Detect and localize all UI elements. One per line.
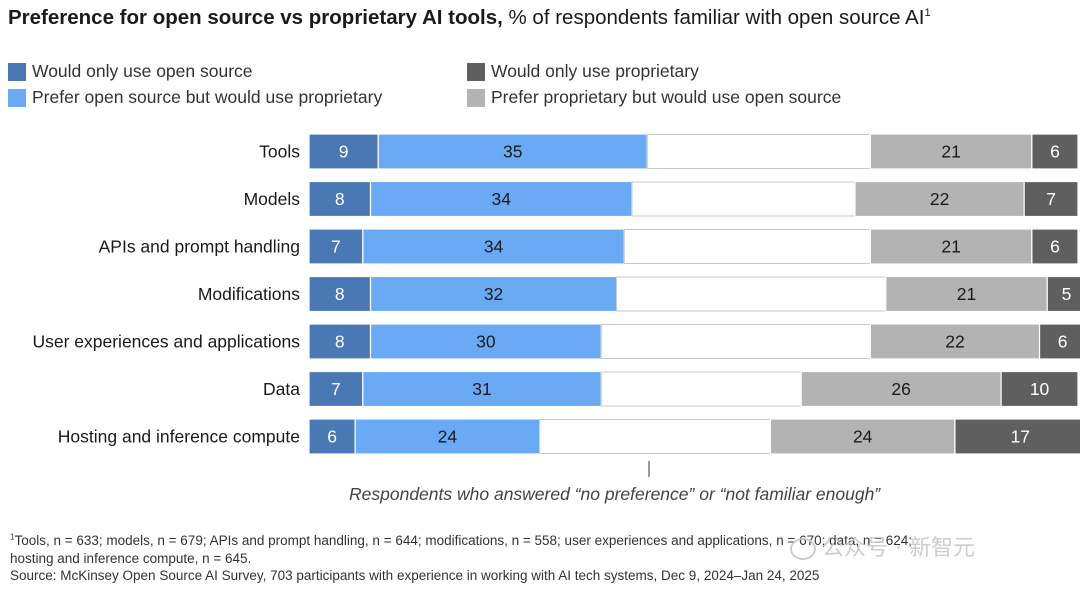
category-label-apis-and-prompt-handling: APIs and prompt handling (99, 237, 300, 257)
value-label-would-only-use-proprietary-tools: 6 (1050, 142, 1060, 162)
value-label-prefer-open-source-but-would-use-proprietary-tools: 35 (503, 142, 522, 162)
legend-label-only-proprietary: Would only use proprietary (491, 61, 699, 81)
footnote-sample-sizes-text: Tools, n = 633; models, n = 679; APIs an… (14, 533, 913, 548)
bar-would-only-use-proprietary-modifications (1046, 275, 1080, 313)
watermark-text: 公众号 · 新智元 (822, 536, 975, 561)
title-footnote-marker: 1 (924, 7, 931, 20)
category-label-user-experiences-and-applications: User experiences and applications (32, 332, 300, 352)
value-label-would-only-use-proprietary-apis-and-prompt-handling: 6 (1050, 237, 1060, 257)
category-label-tools: Tools (259, 142, 300, 162)
legend-swatch-prefer-proprietary (467, 88, 485, 107)
bar-no-preference-modifications (615, 275, 887, 313)
legend-item-only-proprietary: Would only use proprietary (467, 61, 699, 82)
bar-would-only-use-proprietary-tools (1031, 133, 1079, 170)
bar-prefer-proprietary-but-would-use-open-source-models (854, 180, 1025, 218)
legend-item-prefer-proprietary: Prefer proprietary but would use open so… (467, 87, 841, 108)
bar-would-only-use-open-source-modifications (308, 275, 372, 313)
value-label-would-only-use-proprietary-user-experiences-and-applications: 6 (1058, 332, 1068, 352)
value-label-prefer-open-source-but-would-use-proprietary-data: 31 (472, 379, 491, 399)
chart-title: Preference for open source vs proprietar… (8, 6, 931, 30)
bar-would-only-use-proprietary-models (1023, 180, 1079, 218)
legend-label-prefer-proprietary: Prefer proprietary but would use open so… (491, 87, 842, 107)
bar-would-only-use-proprietary-data (1000, 370, 1079, 408)
bar-prefer-open-source-but-would-use-proprietary-modifications (369, 275, 618, 313)
bar-no-preference-data (600, 370, 802, 408)
legend-item-prefer-open-source: Prefer open source but would use proprie… (8, 87, 382, 108)
value-label-would-only-use-proprietary-hosting-and-inference-compute: 17 (1011, 427, 1030, 447)
value-label-prefer-proprietary-but-would-use-open-source-apis-and-prompt-handling: 21 (941, 237, 960, 257)
legend-swatch-prefer-open-source (8, 88, 26, 107)
chart-title-rest: % of respondents familiar with open sour… (502, 6, 925, 29)
bar-would-only-use-proprietary-hosting-and-inference-compute (954, 418, 1080, 455)
value-label-would-only-use-open-source-hosting-and-inference-compute: 6 (327, 427, 337, 447)
bar-prefer-proprietary-but-would-use-open-source-modifications (885, 275, 1048, 313)
footnotes: 1Tools, n = 633; models, n = 679; APIs a… (10, 532, 1070, 585)
bar-would-only-use-open-source-hosting-and-inference-compute (308, 418, 356, 455)
value-label-prefer-proprietary-but-would-use-open-source-modifications: 21 (957, 284, 976, 304)
chart-title-bold: Preference for open source vs proprietar… (8, 6, 503, 29)
category-label-data: Data (263, 379, 300, 399)
bar-would-only-use-open-source-tools (308, 133, 379, 170)
value-label-prefer-proprietary-but-would-use-open-source-hosting-and-inference-compute: 24 (853, 427, 873, 447)
category-label-models: Models (244, 189, 301, 209)
value-label-would-only-use-proprietary-modifications: 5 (1062, 284, 1072, 304)
value-label-would-only-use-proprietary-data: 10 (1030, 379, 1050, 399)
bar-no-preference-hosting-and-inference-compute (539, 418, 772, 455)
value-label-prefer-proprietary-but-would-use-open-source-models: 22 (930, 189, 949, 209)
legend-swatch-only-proprietary (467, 62, 485, 81)
bar-would-only-use-open-source-models (308, 180, 372, 218)
legend-label-prefer-open-source: Prefer open source but would use proprie… (32, 87, 383, 107)
bar-prefer-proprietary-but-would-use-open-source-tools (869, 133, 1033, 170)
footnote-source: Source: McKinsey Open Source AI Survey, … (10, 568, 820, 583)
bar-would-only-use-proprietary-apis-and-prompt-handling (1031, 228, 1079, 265)
legend-swatch-only-open-source (8, 62, 26, 81)
bar-prefer-proprietary-but-would-use-open-source-apis-and-prompt-handling (869, 228, 1033, 265)
value-label-prefer-open-source-but-would-use-proprietary-apis-and-prompt-handling: 34 (484, 237, 504, 257)
legend-item-only-open-source: Would only use open source (8, 61, 253, 82)
value-label-would-only-use-open-source-apis-and-prompt-handling: 7 (331, 237, 341, 257)
bar-prefer-open-source-but-would-use-proprietary-tools (377, 133, 648, 170)
bar-prefer-open-source-but-would-use-proprietary-user-experiences-and-applications (369, 323, 602, 360)
category-label-hosting-and-inference-compute: Hosting and inference compute (58, 427, 300, 447)
value-label-would-only-use-open-source-user-experiences-and-applications: 8 (335, 332, 345, 352)
value-label-would-only-use-open-source-data: 7 (331, 379, 341, 399)
wechat-logo-icon (790, 538, 816, 560)
footnote-marker: 1 (10, 532, 15, 542)
bar-no-preference-apis-and-prompt-handling (623, 228, 871, 265)
value-label-prefer-proprietary-but-would-use-open-source-data: 26 (891, 379, 910, 399)
bar-would-only-use-open-source-apis-and-prompt-handling (308, 228, 364, 265)
bar-prefer-proprietary-but-would-use-open-source-user-experiences-and-applications (869, 323, 1041, 360)
value-label-prefer-open-source-but-would-use-proprietary-models: 34 (492, 189, 512, 209)
bar-no-preference-user-experiences-and-applications (600, 323, 871, 360)
value-label-would-only-use-proprietary-models: 7 (1046, 189, 1056, 209)
value-label-would-only-use-open-source-modifications: 8 (335, 284, 345, 304)
bar-would-only-use-proprietary-user-experiences-and-applications (1038, 323, 1080, 360)
bar-no-preference-models (631, 180, 856, 218)
footnote-sample-sizes-cont: hosting and inference compute, n = 645. (10, 550, 252, 566)
bar-would-only-use-open-source-data (308, 370, 364, 408)
bar-prefer-open-source-but-would-use-proprietary-models (369, 180, 633, 218)
value-label-prefer-open-source-but-would-use-proprietary-hosting-and-inference-compute: 24 (438, 427, 458, 447)
bar-prefer-proprietary-but-would-use-open-source-hosting-and-inference-compute (769, 418, 956, 455)
category-label-modifications: Modifications (198, 284, 300, 304)
value-label-prefer-open-source-but-would-use-proprietary-modifications: 32 (484, 284, 503, 304)
bar-no-preference-tools (646, 133, 871, 170)
bar-prefer-open-source-but-would-use-proprietary-data (362, 370, 602, 408)
value-label-prefer-proprietary-but-would-use-open-source-user-experiences-and-applications: 22 (945, 332, 964, 352)
watermark: 公众号 · 新智元 (790, 530, 975, 562)
bar-prefer-proprietary-but-would-use-open-source-data (800, 370, 1002, 408)
footnote-sample-sizes: 1Tools, n = 633; models, n = 679; APIs a… (10, 532, 1070, 550)
no-preference-caption: Respondents who answered “no preference”… (349, 484, 881, 504)
value-label-prefer-proprietary-but-would-use-open-source-tools: 21 (941, 142, 960, 162)
legend-label-only-open-source: Would only use open source (32, 61, 253, 81)
value-label-would-only-use-open-source-tools: 9 (339, 142, 349, 162)
bar-would-only-use-open-source-user-experiences-and-applications (308, 323, 372, 360)
value-label-prefer-open-source-but-would-use-proprietary-user-experiences-and-applications: 30 (476, 332, 496, 352)
value-label-would-only-use-open-source-models: 8 (335, 189, 345, 209)
